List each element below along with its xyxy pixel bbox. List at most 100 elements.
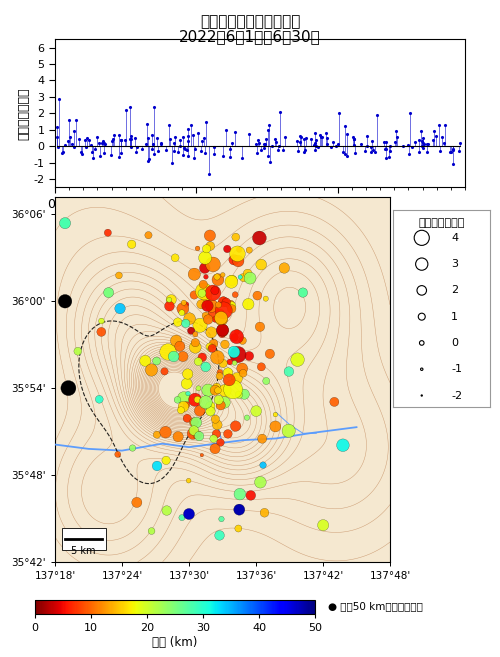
Point [202, 397, 209, 407]
Point [116, 304, 124, 314]
Point [239, 368, 247, 378]
Point [211, 443, 219, 454]
Point [219, 358, 227, 369]
Point [230, 347, 238, 357]
Point [170, 351, 177, 362]
Point [206, 231, 214, 241]
Point [180, 393, 188, 403]
Point [260, 507, 268, 518]
Point [192, 417, 200, 428]
Point [206, 401, 214, 411]
Point [208, 327, 216, 338]
Point [192, 338, 200, 348]
Text: ● 深き50 kmを超える地震: ● 深き50 kmを超える地震 [328, 600, 422, 611]
Point [246, 273, 254, 283]
Point [114, 449, 122, 460]
Point [153, 461, 161, 471]
Text: -1: -1 [451, 364, 462, 374]
Point [216, 371, 224, 381]
Point [235, 505, 243, 515]
Point [198, 450, 206, 461]
Point [218, 328, 226, 339]
Point [184, 388, 192, 399]
Point [144, 230, 152, 240]
Point [213, 382, 221, 392]
Point [219, 269, 227, 280]
Point [258, 434, 266, 444]
Point [222, 297, 230, 307]
Point [418, 233, 426, 243]
Point [98, 316, 106, 327]
Point [189, 428, 197, 439]
Point [218, 514, 226, 524]
Point [232, 331, 240, 342]
X-axis label: 日(2022年6月): 日(2022年6月) [224, 214, 296, 227]
Point [235, 244, 243, 255]
Point [224, 244, 232, 254]
Point [236, 489, 244, 499]
Point [216, 530, 224, 541]
Point [202, 271, 210, 282]
Point [238, 335, 246, 346]
Point [184, 369, 192, 379]
Point [284, 426, 292, 436]
Point [206, 342, 214, 352]
Point [210, 308, 218, 319]
Point [214, 352, 222, 363]
Point [220, 328, 228, 339]
Point [200, 286, 208, 296]
Point [220, 295, 228, 306]
Point [230, 352, 238, 363]
Point [196, 405, 203, 416]
Point [234, 350, 242, 360]
Point [418, 390, 426, 401]
Point [74, 346, 82, 357]
Point [228, 304, 235, 314]
Point [98, 327, 106, 337]
Point [256, 321, 264, 332]
Point [218, 325, 226, 335]
Point [220, 296, 228, 307]
Point [217, 313, 225, 323]
Point [230, 357, 238, 368]
Point [245, 245, 253, 256]
Point [285, 367, 293, 377]
Point [224, 428, 232, 439]
Point [179, 304, 187, 314]
Point [418, 311, 426, 322]
Point [174, 432, 182, 442]
Point [153, 430, 161, 440]
Point [330, 397, 338, 407]
Point [226, 357, 234, 367]
Point [319, 520, 327, 530]
Point [172, 336, 180, 346]
Point [206, 406, 214, 417]
Point [230, 332, 238, 343]
Point [244, 299, 252, 309]
Point [226, 300, 234, 310]
Point [204, 301, 212, 311]
Point [418, 364, 426, 374]
Point [213, 420, 221, 430]
Point [232, 421, 239, 432]
Point [198, 352, 206, 363]
Point [206, 344, 214, 355]
Text: 0: 0 [451, 338, 458, 348]
Point [202, 310, 209, 321]
Point [171, 252, 179, 263]
Point [221, 386, 229, 396]
Point [212, 414, 220, 424]
Point [104, 287, 112, 298]
Text: 3: 3 [451, 259, 458, 269]
Point [232, 232, 240, 242]
Point [256, 477, 264, 487]
Point [133, 497, 141, 508]
Point [225, 374, 233, 385]
Point [201, 263, 209, 273]
Point [148, 365, 156, 375]
Point [190, 425, 198, 436]
Point [64, 383, 72, 394]
Point [245, 351, 253, 361]
Point [254, 290, 262, 301]
Text: 2: 2 [451, 285, 458, 296]
